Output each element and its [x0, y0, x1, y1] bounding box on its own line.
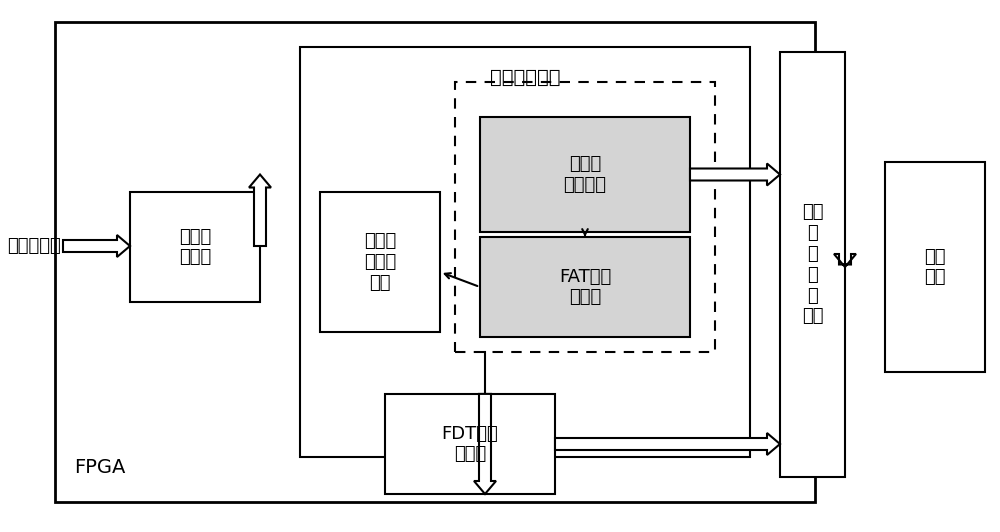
- Polygon shape: [63, 235, 130, 257]
- FancyBboxPatch shape: [300, 47, 750, 457]
- Polygon shape: [690, 163, 780, 186]
- Text: FPGA: FPGA: [74, 458, 126, 477]
- Polygon shape: [249, 174, 271, 246]
- FancyBboxPatch shape: [385, 394, 555, 494]
- FancyBboxPatch shape: [320, 192, 440, 332]
- Text: 闪存
阵列: 闪存 阵列: [924, 247, 946, 286]
- FancyBboxPatch shape: [130, 192, 260, 302]
- Text: 待存储数据: 待存储数据: [7, 237, 61, 255]
- Polygon shape: [474, 394, 496, 494]
- FancyBboxPatch shape: [885, 162, 985, 372]
- FancyBboxPatch shape: [455, 82, 715, 352]
- FancyBboxPatch shape: [55, 22, 815, 502]
- Polygon shape: [555, 433, 780, 455]
- Polygon shape: [834, 254, 856, 267]
- Text: 数据接
收模块: 数据接 收模块: [179, 228, 211, 267]
- Text: FDT表更
新模块: FDT表更 新模块: [442, 425, 498, 463]
- FancyBboxPatch shape: [480, 117, 690, 232]
- FancyBboxPatch shape: [480, 237, 690, 337]
- Text: 数据区
读写模块: 数据区 读写模块: [564, 155, 606, 194]
- Text: 文件信
息缓存
模块: 文件信 息缓存 模块: [364, 232, 396, 292]
- Text: 闪存
读
写
驱
动
模块: 闪存 读 写 驱 动 模块: [802, 204, 823, 326]
- Text: FAT表更
新模块: FAT表更 新模块: [559, 268, 611, 306]
- FancyBboxPatch shape: [780, 52, 845, 477]
- Text: 单个文件存储: 单个文件存储: [490, 68, 560, 87]
